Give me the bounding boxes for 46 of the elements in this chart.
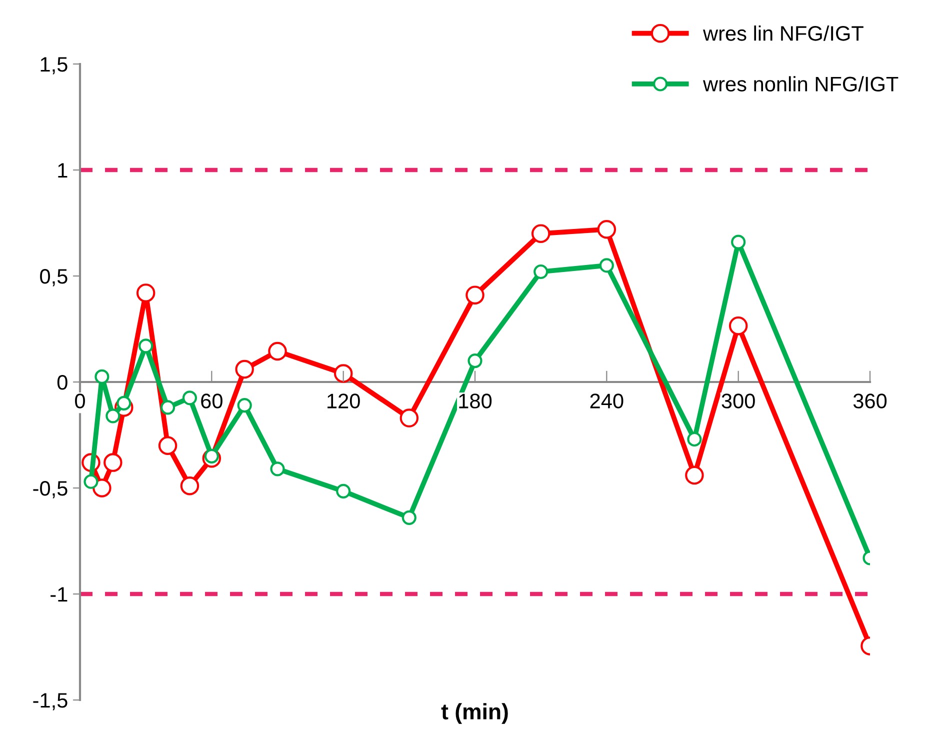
y-tick-label: -1 (50, 587, 68, 602)
point (687, 432, 702, 447)
point (466, 286, 484, 304)
point (180, 476, 200, 496)
point (728, 316, 748, 336)
point (136, 284, 156, 302)
point (400, 408, 419, 428)
y-tick-label: 0,5 (40, 269, 68, 286)
point (268, 342, 287, 361)
x-tick-label: 120 (328, 394, 360, 408)
legend-label: wres lin NFG/IGT (702, 26, 864, 41)
point (104, 453, 122, 472)
point (94, 369, 110, 384)
x-tick-label: 300 (722, 394, 755, 408)
point (158, 436, 178, 455)
point (160, 400, 176, 415)
point (534, 264, 548, 280)
point (92, 478, 112, 498)
x-tick-label: 240 (590, 394, 624, 408)
y-tick-label: 1 (58, 163, 68, 178)
legend-label: wres nonlin NFG/IGT (702, 76, 898, 92)
point (599, 258, 614, 273)
x-tick-label: 360 (853, 394, 887, 408)
point (270, 462, 285, 476)
y-tick-label: 1,5 (40, 57, 68, 74)
point (685, 466, 704, 485)
x-axis-title: t (min) (441, 703, 508, 724)
x-tick-label: 0 (75, 394, 85, 408)
point (106, 408, 120, 424)
y-tick-label: 0 (57, 375, 68, 390)
point (468, 354, 482, 368)
point (334, 364, 353, 383)
point (731, 234, 746, 250)
point (402, 510, 416, 525)
point (138, 338, 154, 354)
y-tick-label: -1,5 (33, 693, 68, 710)
x-tick-label: 60 (201, 394, 222, 408)
point (182, 390, 198, 406)
point (235, 360, 254, 379)
point (531, 224, 550, 243)
point (84, 474, 98, 489)
y-tick-label: -0,5 (33, 481, 68, 498)
x-tick-label: 180 (459, 394, 492, 408)
point (336, 484, 351, 498)
point (597, 220, 616, 239)
point (237, 398, 252, 413)
